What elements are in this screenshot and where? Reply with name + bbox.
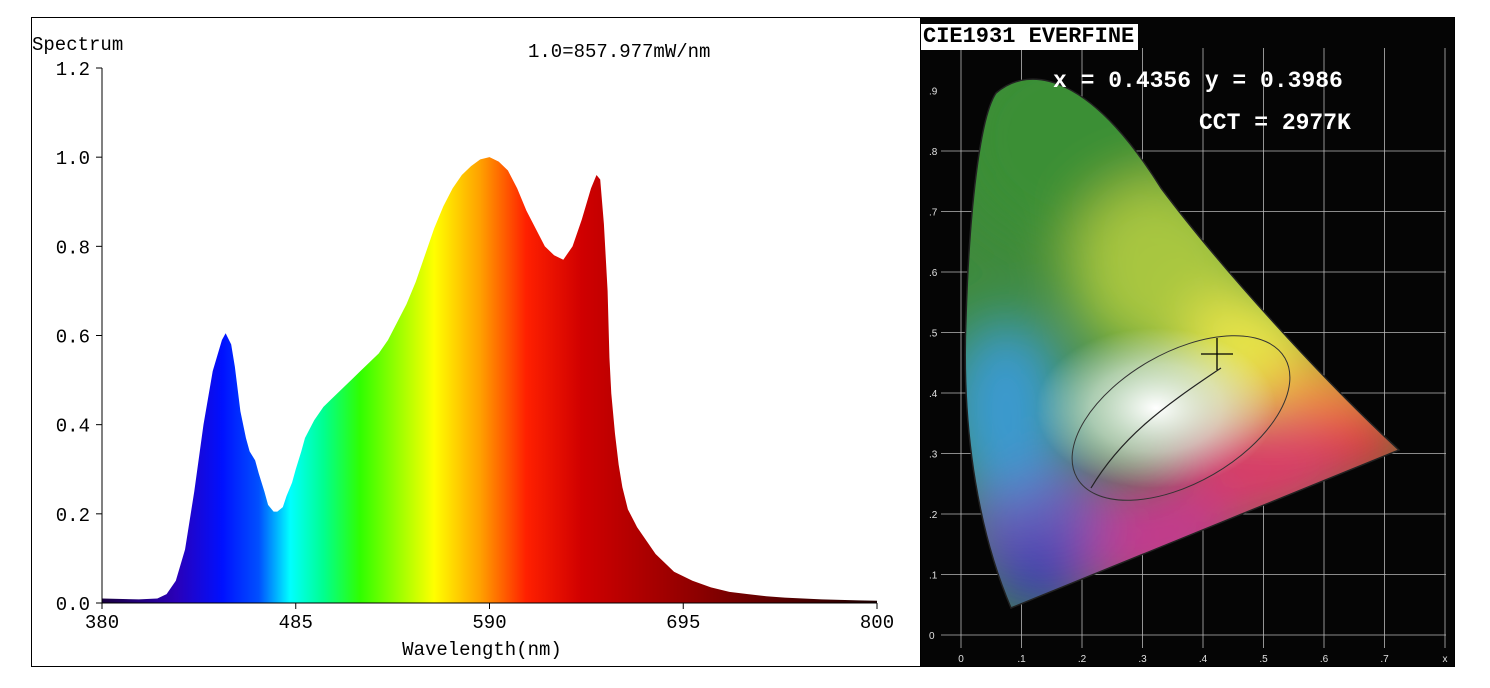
y-tick-label: 0.2	[56, 505, 90, 527]
y-tick-label: 0.0	[56, 594, 90, 616]
spectrum-chart: 0.0 0.2 0.4 0.6 0.8 1.0 1.2 380 485 590 695 800 Sp…	[32, 34, 894, 661]
cie-x-tick-label: .7	[1380, 654, 1389, 665]
y-axis-title: Spectrum	[32, 34, 123, 56]
x-tick-label: 380	[85, 612, 119, 634]
cie-y-tick-label: .9	[929, 87, 938, 98]
white-region-outline	[1071, 335, 1291, 501]
x-ticks: 380 485 590 695 800	[85, 603, 894, 634]
cie-y-tick-label: .4	[929, 389, 938, 400]
cie-x-tick-label: .6	[1320, 654, 1329, 665]
spectrum-area	[102, 157, 877, 604]
chromaticity-marker	[1201, 338, 1233, 370]
scale-note: 1.0=857.977mW/nm	[528, 41, 710, 63]
cie-y-tick-label: .3	[929, 450, 938, 461]
cie-diagram: 0.1.2.3.4.5.6.7x.8.9.8.7.6.5.4.3.2.10	[921, 18, 1454, 666]
cie-x-tick-label: .2	[1078, 654, 1087, 665]
cie-x-tick-label: .5	[1259, 654, 1268, 665]
cie-x-tick-label: .3	[1138, 654, 1147, 665]
y-tick-label: 0.4	[56, 416, 90, 438]
cct-readout: CCT = 2977K	[1199, 110, 1351, 136]
x-tick-label: 800	[860, 612, 894, 634]
y-tick-label: 1.2	[56, 59, 90, 81]
chromaticity-coords: x = 0.4356 y = 0.3986	[1053, 68, 1343, 94]
y-tick-label: 1.0	[56, 148, 90, 170]
cie-y-tick-label: .1	[929, 571, 938, 582]
x-tick-label: 485	[279, 612, 313, 634]
x-tick-label: 695	[666, 612, 700, 634]
cie-axis-ticks: 0.1.2.3.4.5.6.7x.8.9.8.7.6.5.4.3.2.10	[929, 87, 1448, 666]
y-tick-label: 0.8	[56, 237, 90, 259]
cie-y-tick-label: .2	[929, 510, 938, 521]
cie-diagram-panel: 0.1.2.3.4.5.6.7x.8.9.8.7.6.5.4.3.2.10 CI…	[921, 18, 1454, 666]
cie-title: CIE1931 EVERFINE	[921, 24, 1139, 50]
cie-x-tick-label: .4	[1199, 654, 1208, 665]
x-tick-label: 590	[472, 612, 506, 634]
cie-y-tick-label: .8	[929, 147, 938, 158]
cie-x-tick-label: .1	[1017, 654, 1026, 665]
cie-y-tick-label: .6	[929, 268, 938, 279]
cie-y-tick-label: .5	[929, 329, 938, 340]
y-tick-label: 0.6	[56, 327, 90, 349]
spectral-locus	[964, 78, 1401, 609]
cie-y-tick-label: .7	[929, 208, 938, 219]
cie-y-tick-label: 0	[929, 631, 935, 642]
panel-divider	[920, 17, 921, 667]
y-ticks: 0.0 0.2 0.4 0.6 0.8 1.0 1.2	[56, 59, 102, 616]
planckian-locus	[1090, 367, 1222, 489]
cie-x-tick-label: 0	[958, 654, 964, 665]
x-axis-title: Wavelength(nm)	[402, 639, 562, 661]
cie-x-tick-label: x	[1443, 654, 1448, 665]
